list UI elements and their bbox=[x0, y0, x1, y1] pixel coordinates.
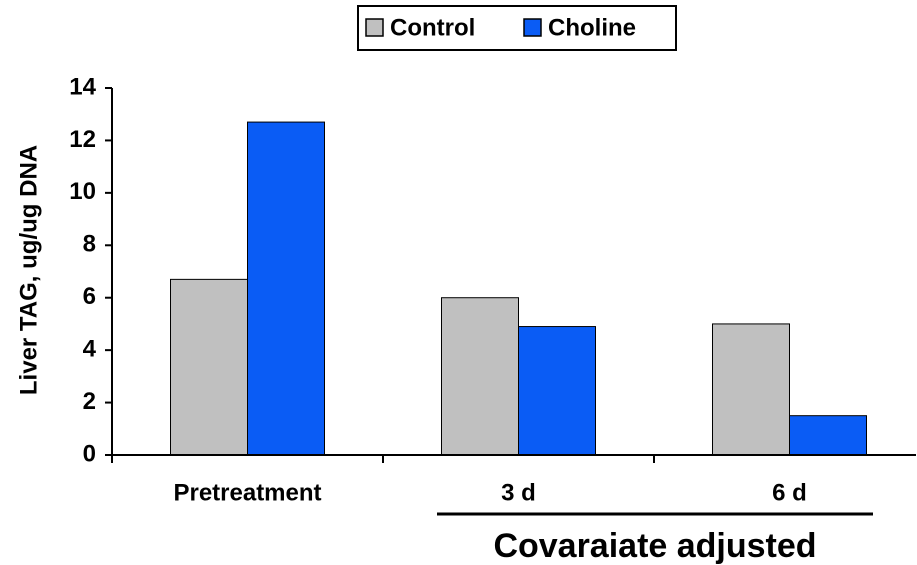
x-tick-label: 3 d bbox=[501, 479, 536, 506]
bar bbox=[712, 323, 790, 456]
bar bbox=[441, 297, 519, 456]
bar bbox=[170, 278, 248, 456]
y-tick-label: 2 bbox=[83, 388, 96, 415]
y-tick-label: 12 bbox=[69, 126, 96, 153]
y-tick-label: 10 bbox=[69, 178, 96, 205]
bar bbox=[518, 326, 596, 456]
x-tick-label: 6 d bbox=[772, 479, 807, 506]
y-tick-label: 4 bbox=[83, 335, 97, 362]
legend-swatch bbox=[523, 18, 542, 37]
bar bbox=[247, 121, 325, 456]
annotation: Covaraiate adjusted bbox=[493, 527, 816, 565]
y-tick-label: 14 bbox=[69, 73, 96, 100]
y-tick-label: 0 bbox=[83, 440, 96, 467]
legend-swatch bbox=[365, 18, 384, 37]
bar bbox=[789, 415, 867, 456]
y-axis-label: Liver TAG, ug/ug DNA bbox=[15, 145, 42, 395]
y-tick-label: 6 bbox=[83, 283, 96, 310]
legend-label: Choline bbox=[548, 14, 636, 41]
y-tick-label: 8 bbox=[83, 231, 96, 258]
x-tick-label: Pretreatment bbox=[173, 479, 321, 506]
legend-label: Control bbox=[390, 14, 475, 41]
legend-box bbox=[357, 5, 677, 51]
